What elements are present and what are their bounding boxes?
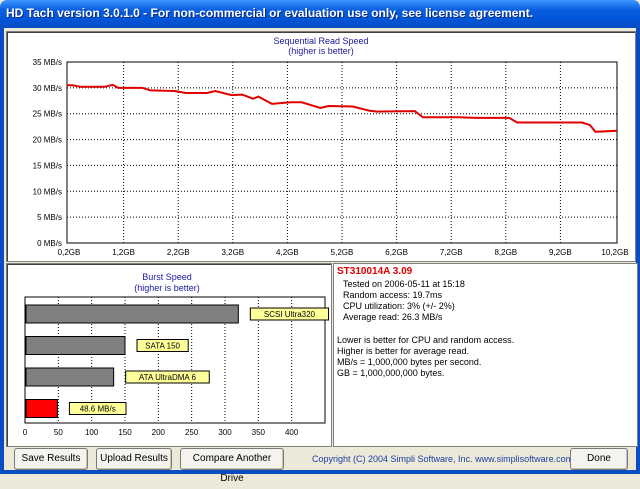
burst-x-tick-label: 150	[118, 428, 132, 437]
y-tick-label: 35 MB/s	[33, 58, 62, 67]
y-tick-label: 10 MB/s	[33, 187, 62, 196]
note-gb-definition: GB = 1,000,000,000 bytes.	[337, 368, 445, 378]
burst-x-tick-label: 50	[54, 428, 63, 437]
y-tick-label: 15 MB/s	[33, 161, 62, 170]
sequential-read-panel: Sequential Read Speed (higher is better)…	[6, 31, 636, 262]
y-tick-label: 30 MB/s	[33, 84, 62, 93]
burst-label-2: ATA UltraDMA 6	[139, 373, 197, 382]
x-tick-label: 0,2GB	[58, 248, 81, 257]
title-bar[interactable]: HD Tach version 3.0.1.0 - For non-commer…	[0, 0, 640, 28]
sequential-read-chart: Sequential Read Speed (higher is better)…	[33, 36, 629, 257]
y-tick-label: 0 MB/s	[37, 239, 62, 248]
drive-name: ST310014A 3.09	[337, 266, 413, 277]
note-lower-better: Lower is better for CPU and random acces…	[337, 335, 515, 345]
chart-title: Sequential Read Speed	[273, 36, 368, 46]
window-title: HD Tach version 3.0.1.0 - For non-commer…	[6, 6, 534, 20]
burst-x-tick-label: 400	[285, 428, 299, 437]
tested-date: Tested on 2006-05-11 at 15:18	[343, 279, 465, 289]
x-tick-label: 3,2GB	[221, 248, 244, 257]
results-panel: ST310014A 3.09 Tested on 2006-05-11 at 1…	[333, 263, 638, 447]
x-tick-label: 5,2GB	[331, 248, 354, 257]
y-tick-label: 5 MB/s	[37, 213, 62, 222]
burst-speed-panel: Burst Speed (higher is better) 0 50 100 150…	[6, 263, 332, 447]
burst-label-box-0	[249, 307, 330, 321]
burst-x-tick-label: 0	[23, 428, 28, 437]
x-tick-label: 1,2GB	[112, 248, 135, 257]
burst-title: Burst Speed	[142, 272, 192, 282]
done-button[interactable]: Done	[570, 448, 628, 470]
upload-results-button[interactable]: Upload Results	[96, 448, 172, 470]
note-mbs-definition: MB/s = 1,000,000 bytes per second.	[337, 357, 482, 367]
x-tick-label: 8,2GB	[494, 248, 517, 257]
save-results-button[interactable]: Save Results	[14, 448, 88, 470]
x-tick-label: 4,2GB	[276, 248, 299, 257]
burst-label-box-3	[68, 402, 127, 415]
burst-bar-2	[25, 367, 115, 387]
x-tick-label: 10,2GB	[601, 248, 628, 257]
compare-another-drive-button[interactable]: Compare Another Drive	[180, 448, 284, 484]
random-access: Random access: 19.7ms	[343, 290, 443, 300]
burst-label-box-2	[125, 370, 210, 384]
x-tick-label: 7,2GB	[440, 248, 463, 257]
y-tick-label: 25 MB/s	[33, 110, 62, 119]
burst-bar-0	[25, 304, 239, 324]
burst-x-tick-label: 350	[252, 428, 266, 437]
burst-speed-chart: Burst Speed (higher is better) 0 50 100 150…	[23, 272, 330, 437]
burst-x-tick-label: 300	[218, 428, 232, 437]
burst-x-tick-label: 250	[185, 428, 199, 437]
burst-bar-1	[25, 336, 126, 355]
cpu-utilization: CPU utilization: 3% (+/- 2%)	[343, 301, 455, 311]
copyright-text: Copyright (C) 2004 Simpli Software, Inc.…	[312, 454, 574, 464]
average-read: Average read: 26.3 MB/s	[343, 312, 443, 322]
burst-x-tick-label: 200	[152, 428, 166, 437]
burst-x-tick-label: 100	[85, 428, 99, 437]
burst-label-0: SCSI Ultra320	[264, 310, 316, 319]
chart-subtitle: (higher is better)	[288, 46, 354, 56]
x-tick-label: 2,2GB	[167, 248, 190, 257]
burst-bar-3	[25, 399, 58, 418]
x-tick-label: 9,2GB	[549, 248, 572, 257]
burst-label-1: SATA 150	[145, 342, 180, 351]
burst-subtitle: (higher is better)	[134, 283, 200, 293]
burst-label-3: 48.6 MB/s	[80, 405, 116, 414]
x-tick-label: 6,2GB	[385, 248, 408, 257]
burst-label-box-1	[136, 339, 189, 352]
y-tick-label: 20 MB/s	[33, 136, 62, 145]
series-line-0	[67, 83, 618, 133]
note-higher-better: Higher is better for average read.	[337, 346, 470, 356]
